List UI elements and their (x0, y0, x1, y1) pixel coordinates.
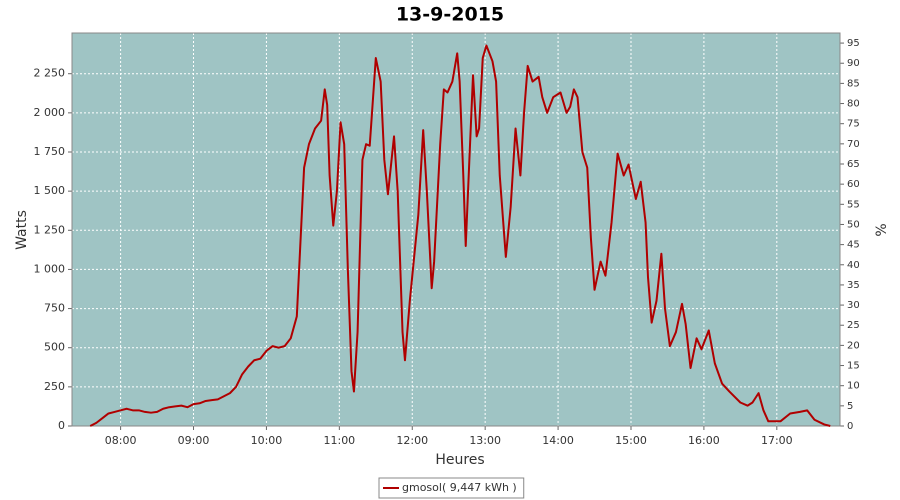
legend: gmosol( 9,447 kWh ) (378, 477, 525, 499)
y2-tick-label: 25 (847, 320, 860, 331)
y-tick-label: 1 000 (34, 262, 66, 275)
line-series (89, 44, 831, 427)
y-tick-label: 1 750 (34, 145, 66, 158)
x-tick-label: 10:00 (251, 434, 283, 447)
x-axis-label: Heures (435, 452, 484, 468)
legend-box (378, 477, 525, 499)
y2-tick-label: 15 (847, 361, 860, 372)
legend-label: gmosol( 9,447 kWh ) (402, 481, 517, 494)
x-tick-label: 16:00 (688, 434, 720, 447)
y2-tick-label: 75 (847, 119, 860, 130)
y2-tick-label: 80 (847, 99, 860, 110)
y2-tick-label: 20 (847, 340, 860, 351)
chart-title: 13-9-2015 (396, 4, 504, 26)
y2-tick-label: 5 (847, 401, 853, 412)
x-tick-label: 08:00 (105, 434, 137, 447)
y2-tick-label: 35 (847, 280, 860, 291)
y-tick-label: 2 000 (34, 106, 66, 119)
x-tick-label: 12:00 (396, 434, 428, 447)
y2-tick-label: 40 (847, 260, 860, 271)
x-tick-label: 14:00 (542, 434, 574, 447)
y-tick-label: 250 (44, 380, 65, 393)
y2-tick-label: 50 (847, 219, 860, 230)
x-tick-label: 15:00 (615, 434, 647, 447)
y-axis-label: Watts (14, 210, 30, 250)
y-tick-label: 2 250 (34, 67, 66, 80)
y-tick-label: 0 (58, 419, 65, 432)
y2-tick-label: 90 (847, 58, 860, 69)
y2-tick-label: 70 (847, 139, 860, 150)
x-tick-label: 09:00 (178, 434, 210, 447)
y-tick-label: 500 (44, 341, 65, 354)
y2-tick-label: 85 (847, 78, 860, 89)
plot-area (72, 33, 840, 426)
x-tick-label: 17:00 (761, 434, 793, 447)
plot-border (71, 32, 841, 427)
y2-tick-label: 30 (847, 300, 860, 311)
x-tick-label: 11:00 (323, 434, 355, 447)
y-tick-label: 1 500 (34, 184, 66, 197)
y2-tick-label: 65 (847, 159, 860, 170)
y2-tick-label: 60 (847, 179, 860, 190)
y2-tick-label: 0 (847, 421, 853, 432)
y-tick-label: 750 (44, 302, 65, 315)
x-tick-label: 13:00 (469, 434, 501, 447)
y-tick-label: 1 250 (34, 223, 66, 236)
y2-tick-label: 10 (847, 381, 860, 392)
y2-tick-label: 45 (847, 240, 860, 251)
y2-tick-label: 55 (847, 199, 860, 210)
y2-tick-label: 95 (847, 38, 860, 49)
y2-axis-label: % (874, 223, 890, 236)
